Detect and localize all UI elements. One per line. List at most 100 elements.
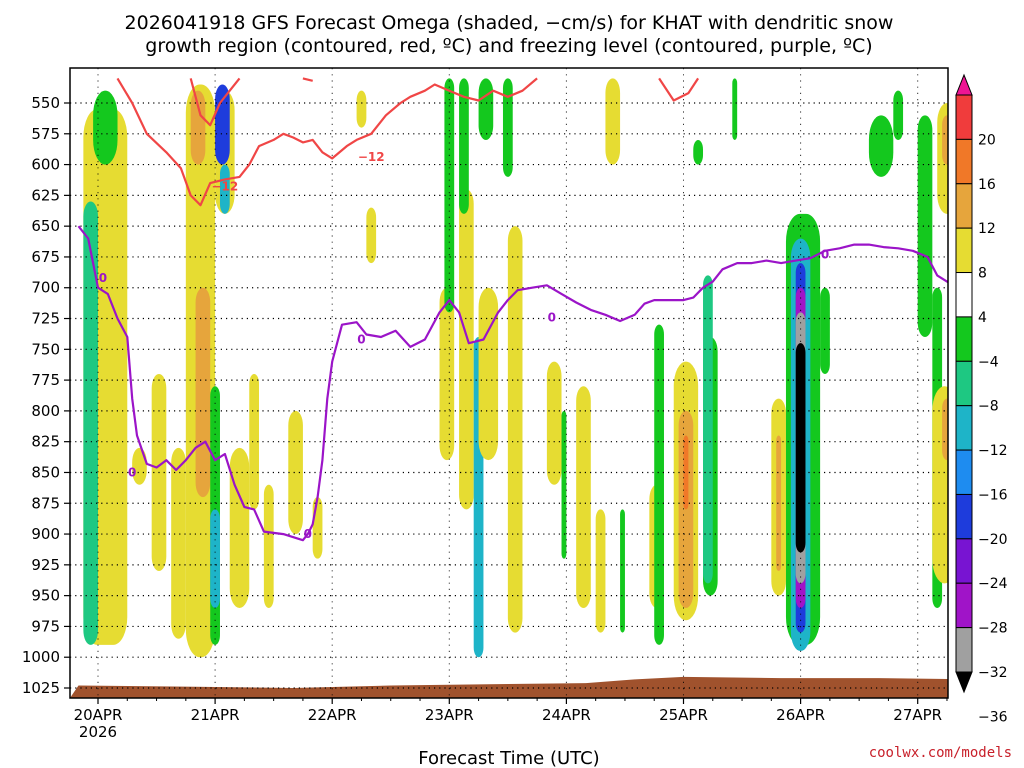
colorbar-label-2: 12 [978, 221, 996, 237]
dendritic-contour-line-0 [116, 77, 538, 207]
omega-shade-8 [195, 287, 211, 498]
colorbar-box-8 [955, 449, 973, 495]
omega-shade-53 [820, 287, 830, 374]
grid-lines [70, 68, 948, 698]
omega-shade-30 [546, 361, 562, 485]
omega-shade-18 [312, 497, 323, 559]
omega-shade-52 [795, 343, 806, 553]
dendritic-contour-line-1 [189, 77, 241, 127]
omega-shade-54 [868, 115, 894, 177]
freezing-level-contour-label-3: 0 [357, 332, 365, 346]
omega-shade-21 [439, 287, 455, 461]
colorbar-label-0: 20 [978, 132, 996, 148]
y-tick-label-650: 650 [31, 217, 60, 235]
colorbar-box-12 [955, 627, 973, 673]
y-tick-label-775: 775 [31, 371, 60, 389]
x-tick-label-20APR: 20APR [74, 706, 123, 724]
omega-shade-2 [93, 90, 118, 165]
y-tick-label-900: 900 [31, 525, 60, 543]
y-tick-label-575: 575 [31, 125, 60, 143]
omega-shade-16 [263, 484, 274, 608]
ground-fill [70, 676, 948, 698]
x-tick-label-24APR: 24APR [542, 706, 591, 724]
colorbar-label-8: −16 [978, 487, 1008, 503]
x-axis-year-label: 2026 [79, 723, 117, 741]
colorbar-box-7 [955, 405, 973, 451]
colorbar-box-9 [955, 493, 973, 540]
dendritic-contour-label-0: −12 [358, 150, 385, 164]
omega-shade-13 [219, 164, 230, 214]
colorbar-label-1: 16 [978, 177, 996, 193]
x-tick-label-27APR: 27APR [893, 706, 942, 724]
omega-shade-46 [776, 435, 782, 571]
omega-shading [83, 78, 948, 658]
omega-shade-35 [620, 509, 625, 633]
omega-shade-39 [678, 410, 694, 608]
ground-layer [70, 676, 948, 698]
omega-shade-17 [288, 410, 303, 535]
x-tick-label-25APR: 25APR [659, 706, 708, 724]
credit-text: coolwx.com/models [869, 745, 1012, 761]
omega-shade-57 [942, 115, 948, 165]
y-tick-label-850: 850 [31, 463, 60, 481]
colorbar-box-5 [955, 316, 973, 362]
omega-shade-7 [190, 90, 206, 165]
y-tick-label-750: 750 [31, 340, 60, 358]
omega-shade-32 [576, 386, 591, 608]
y-tick-label-1025: 1025 [22, 679, 60, 697]
freezing-level-contour-line-0 [77, 225, 948, 542]
omega-shade-15 [249, 373, 260, 510]
omega-shade-14 [229, 447, 250, 608]
omega-shade-20 [366, 207, 377, 264]
chart-title-line-1: 2026041918 GFS Forecast Omega (shaded, −… [125, 12, 894, 34]
colorbar-box-0 [955, 94, 973, 140]
colorbar-label-3: 8 [978, 266, 987, 282]
omega-shade-24 [459, 78, 469, 214]
omega-shade-41 [693, 139, 704, 165]
colorbar-label-10: −24 [978, 576, 1008, 592]
y-tick-label-725: 725 [31, 310, 60, 328]
colorbar-top-arrow [955, 73, 973, 96]
y-tick-label-950: 950 [31, 587, 60, 605]
colorbar-box-11 [955, 582, 973, 629]
omega-shade-19 [356, 90, 367, 128]
colorbar-box-3 [955, 227, 973, 274]
y-tick-label-1000: 1000 [22, 648, 60, 666]
freezing-level-contour-label-5: 0 [821, 247, 829, 261]
omega-shade-44 [732, 78, 738, 140]
chart-title-line-2: growth region (contoured, red, ºC) and f… [145, 35, 872, 57]
x-tick-label-21APR: 21APR [191, 706, 240, 724]
x-tick-label-23APR: 23APR [425, 706, 474, 724]
y-tick-label-925: 925 [31, 556, 60, 574]
dendritic-contour-line-2 [302, 77, 313, 82]
y-tick-label-675: 675 [31, 248, 60, 266]
dendritic-contour-line-3 [658, 77, 700, 102]
colorbar-label-12: −32 [978, 665, 1008, 681]
y-tick-label-975: 975 [31, 617, 60, 635]
y-tick-label-875: 875 [31, 494, 60, 512]
colorbar-label-11: −28 [978, 621, 1008, 637]
omega-shade-5 [171, 447, 186, 639]
omega-shade-43 [703, 275, 713, 584]
x-tick-label-22APR: 22APR [308, 706, 357, 724]
omega-shade-34 [605, 78, 621, 165]
omega-shade-31 [561, 410, 567, 559]
freezing-level-contour-label-0: 0 [99, 271, 107, 285]
colorbar-bottom-arrow [955, 671, 973, 694]
omega-shade-28 [502, 78, 513, 177]
omega-shade-27 [478, 287, 499, 461]
omega-shade-12 [215, 84, 230, 165]
omega-shade-3 [132, 447, 147, 485]
x-tick-label-26APR: 26APR [776, 706, 825, 724]
y-tick-label-700: 700 [31, 279, 60, 297]
freezing-level-contour-label-4: 0 [548, 310, 556, 324]
y-tick-label-550: 550 [31, 94, 60, 112]
omega-shade-40 [683, 435, 689, 510]
y-tick-label-825: 825 [31, 433, 60, 451]
contour-lines [77, 77, 948, 542]
colorbar-box-4 [955, 272, 973, 318]
colorbar-label-7: −12 [978, 443, 1008, 459]
colorbar-label-6: −8 [978, 399, 999, 415]
y-axis: 550 575 600 625 650 675 700 725 750 775 800 825 850 8… [22, 94, 70, 697]
